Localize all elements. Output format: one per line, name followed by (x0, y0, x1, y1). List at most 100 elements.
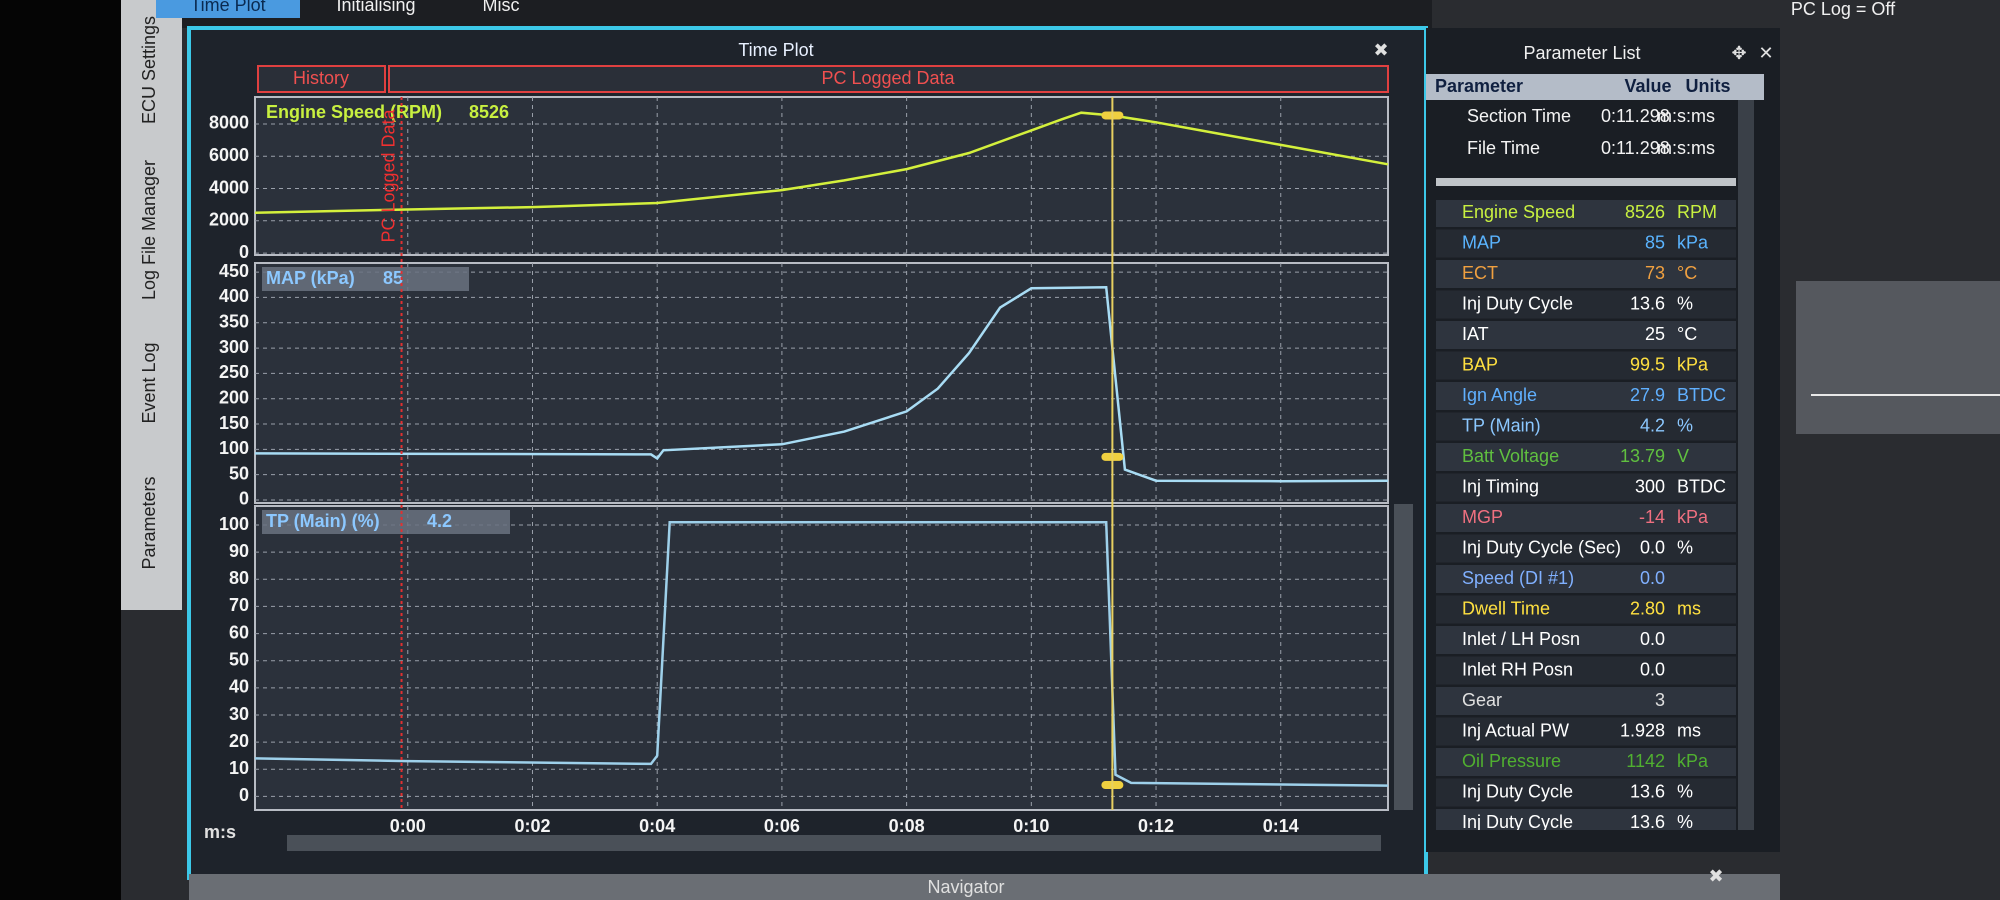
navigator-title: Navigator (927, 877, 1004, 897)
y-tick-label: 400 (219, 286, 249, 306)
x-unit-label: m:s (204, 822, 236, 842)
param-units: % (1677, 781, 1693, 801)
plot-panel (254, 262, 1389, 504)
x-tick-label: 0:06 (764, 816, 800, 836)
param-name: ECT (1462, 263, 1498, 283)
close-icon[interactable]: ✖ (1373, 40, 1388, 60)
plot-scrollbar[interactable] (1394, 504, 1413, 810)
param-units: % (1677, 415, 1693, 435)
trace (254, 111, 1389, 214)
row-bg (1436, 565, 1736, 593)
param-value: 2.80 (1630, 598, 1665, 618)
history-box[interactable] (257, 65, 386, 93)
param-value: 0.0 (1640, 537, 1665, 557)
param-value: 13.6 (1630, 293, 1665, 313)
plot-panel (254, 96, 1389, 256)
x-tick-label: 0:04 (639, 816, 675, 836)
logged-label: PC Logged Data (821, 68, 955, 88)
y-tick-label: 50 (229, 649, 249, 669)
param-value: -14 (1639, 507, 1665, 527)
row-bg (1436, 656, 1736, 685)
param-value: 13.6 (1630, 812, 1665, 832)
param-name: Ign Angle (1462, 385, 1537, 405)
row-bg (1436, 534, 1736, 563)
param-name: Inj Actual PW (1462, 720, 1569, 740)
y-tick-label: 250 (219, 362, 249, 382)
side-tab[interactable]: Parameters (139, 476, 159, 569)
y-tick-label: 0 (239, 489, 249, 509)
param-name: Inj Duty Cycle (1462, 293, 1573, 313)
param-units: ms (1677, 598, 1701, 618)
y-tick-label: 6000 (209, 145, 249, 165)
row-bg (1436, 443, 1736, 471)
side-tab[interactable]: Log File Manager (139, 160, 159, 300)
param-units: kPa (1677, 354, 1709, 374)
x-tick-label: 0:08 (889, 816, 925, 836)
window-title: Time Plot (738, 40, 813, 60)
param-name: BAP (1462, 354, 1498, 374)
param-units: kPa (1677, 751, 1709, 771)
close-icon[interactable]: ✕ (1758, 43, 1773, 63)
param-units: BTDC (1677, 385, 1726, 405)
side-panel (1796, 281, 2000, 434)
y-tick-label: 20 (229, 731, 249, 751)
side-tab[interactable]: ECU Settings (139, 16, 159, 124)
panel-title: Parameter List (1523, 43, 1640, 63)
side-tab-bar (121, 0, 182, 610)
y-tick-label: 30 (229, 704, 249, 724)
logged-box[interactable] (388, 65, 1389, 93)
label-box (262, 510, 510, 534)
row-bg (1436, 290, 1736, 319)
param-units: BTDC (1677, 476, 1726, 496)
side-tab[interactable]: Event Log (139, 342, 159, 423)
cursor-value: 85 (383, 268, 403, 288)
time-value: 0:11.298 (1601, 106, 1670, 126)
row-bg (1436, 687, 1736, 715)
param-value: 8526 (1625, 202, 1665, 222)
pin-icon[interactable]: ✥ (1731, 43, 1746, 63)
param-units: kPa (1677, 232, 1709, 252)
cursor-value: 4.2 (427, 511, 452, 531)
y-tick-label: 70 (229, 595, 249, 615)
cursor-value: 8526 (469, 102, 509, 122)
y-tick-label: 300 (219, 337, 249, 357)
row-bg (1436, 412, 1736, 441)
param-value: 0.0 (1640, 629, 1665, 649)
param-value: 25 (1645, 324, 1665, 344)
x-tick-label: 0:12 (1138, 816, 1174, 836)
tab[interactable]: Misc (483, 0, 520, 15)
param-value: 85 (1645, 232, 1665, 252)
y-tick-label: 200 (219, 387, 249, 407)
param-name: MGP (1462, 507, 1503, 527)
param-name: Inj Timing (1462, 476, 1539, 496)
tab[interactable]: Initialising (336, 0, 415, 15)
row-bg (1436, 748, 1736, 776)
param-name: Inlet RH Posn (1462, 659, 1573, 679)
param-name: Speed (DI #1) (1462, 568, 1574, 588)
param-name: MAP (1462, 232, 1501, 252)
column-header: Units (1686, 76, 1731, 96)
series-label: TP (Main) (%) (266, 511, 380, 531)
param-units: % (1677, 293, 1693, 313)
column-header: Parameter (1435, 76, 1523, 96)
param-units: V (1677, 446, 1689, 466)
param-value: 0.0 (1640, 568, 1665, 588)
param-value: 4.2 (1640, 415, 1665, 435)
scrollbar[interactable] (1738, 100, 1754, 830)
y-tick-label: 150 (219, 413, 249, 433)
param-name: Inj Duty Cycle (1462, 812, 1573, 832)
tab[interactable]: Time Plot (190, 0, 265, 15)
active-tab[interactable] (156, 0, 300, 18)
log-start-label: PC Logged Data (378, 108, 398, 242)
y-tick-label: 50 (229, 463, 249, 483)
row-bg (1436, 200, 1736, 227)
time-name: Section Time (1467, 106, 1571, 126)
param-value: 3 (1655, 690, 1665, 710)
param-units: ms (1677, 720, 1701, 740)
close-icon[interactable]: ✖ (1708, 866, 1723, 886)
horizontal-scrollbar[interactable] (287, 835, 1381, 851)
param-units: kPa (1677, 507, 1709, 527)
y-tick-label: 60 (229, 622, 249, 642)
tab-bar (182, 0, 1432, 28)
